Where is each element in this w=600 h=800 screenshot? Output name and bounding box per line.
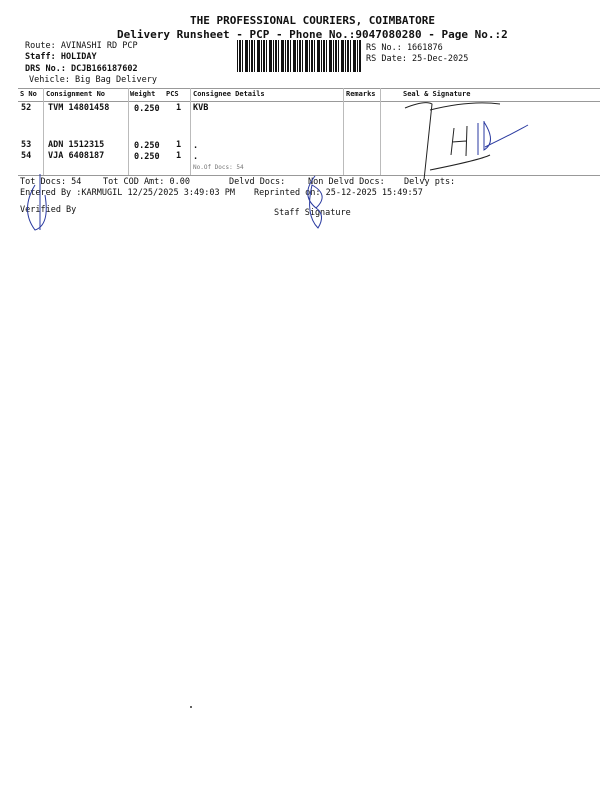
reprinted-on: Reprinted on: 25-12-2025 15:49:57 bbox=[254, 188, 423, 198]
staff: Staff: HOLIDAY bbox=[25, 52, 97, 62]
no-of-docs: No.Of Docs: 54 bbox=[193, 164, 244, 171]
total-cod-amount: Tot COD Amt: 0.00 bbox=[103, 177, 190, 187]
speck bbox=[190, 706, 192, 708]
consignment-number: ADN 1512315 bbox=[48, 140, 105, 150]
pcs: 1 bbox=[176, 151, 182, 161]
consignee: . bbox=[193, 152, 199, 162]
staff-signature-label: Staff Signature bbox=[274, 208, 351, 218]
consignee: . bbox=[193, 141, 199, 151]
sno: 53 bbox=[21, 140, 32, 150]
seal-signature bbox=[404, 102, 529, 181]
total-docs: Tot Docs: 54 bbox=[20, 177, 82, 187]
rs-number: RS No.: 1661876 bbox=[366, 43, 443, 53]
column-header-remarks: Remarks bbox=[346, 90, 376, 98]
route: Route: AVINASHI RD PCP bbox=[25, 41, 138, 51]
column-header-sno: S No bbox=[20, 90, 37, 98]
column-divider bbox=[43, 88, 44, 175]
weight: 0.250 bbox=[134, 141, 160, 151]
company-title: THE PROFESSIONAL COURIERS, COIMBATORE bbox=[190, 14, 436, 27]
column-header-seal: Seal & Signature bbox=[403, 90, 471, 98]
non-delivered-docs: Non Delvd Docs: bbox=[308, 177, 385, 187]
vehicle: Vehicle: Big Bag Delivery bbox=[29, 75, 157, 85]
consignee: KVB bbox=[193, 103, 209, 113]
delivered-docs: Delvd Docs: bbox=[229, 177, 286, 187]
rs-date: RS Date: 25-Dec-2025 bbox=[366, 54, 469, 64]
weight: 0.250 bbox=[134, 104, 160, 114]
sno: 54 bbox=[21, 151, 32, 161]
barcode bbox=[237, 40, 362, 72]
weight: 0.250 bbox=[134, 152, 160, 162]
column-divider bbox=[190, 88, 191, 175]
column-header-weight: Weight bbox=[130, 90, 156, 98]
runsheet-subtitle: Delivery Runsheet - PCP - Phone No.:9047… bbox=[117, 28, 508, 41]
consignment-number: TVM 14801458 bbox=[48, 103, 110, 113]
drs-number: DRS No.: DCJB166187602 bbox=[25, 64, 138, 74]
column-header-consignee: Consignee Details bbox=[193, 90, 265, 98]
sno: 52 bbox=[21, 103, 32, 113]
column-header-pcs: PCS bbox=[166, 90, 179, 98]
table-top-line bbox=[18, 88, 600, 89]
entered-by: Entered By :KARMUGIL 12/25/2025 3:49:03 … bbox=[20, 188, 235, 198]
verifier-signature bbox=[27, 174, 47, 231]
pcs: 1 bbox=[176, 140, 182, 150]
consignment-number: VJA 6408187 bbox=[48, 151, 105, 161]
column-divider bbox=[128, 88, 129, 175]
column-header-consignment: Consignment No bbox=[46, 90, 106, 98]
column-divider bbox=[380, 88, 381, 175]
column-divider bbox=[343, 88, 344, 175]
delivery-points: Delvy pts: bbox=[404, 177, 456, 187]
pcs: 1 bbox=[176, 103, 182, 113]
verified-by-label: Verified By bbox=[20, 205, 77, 215]
header-bottom-line bbox=[18, 101, 600, 102]
staff-signature-scribble bbox=[307, 175, 323, 229]
table-bottom-line bbox=[18, 175, 600, 176]
